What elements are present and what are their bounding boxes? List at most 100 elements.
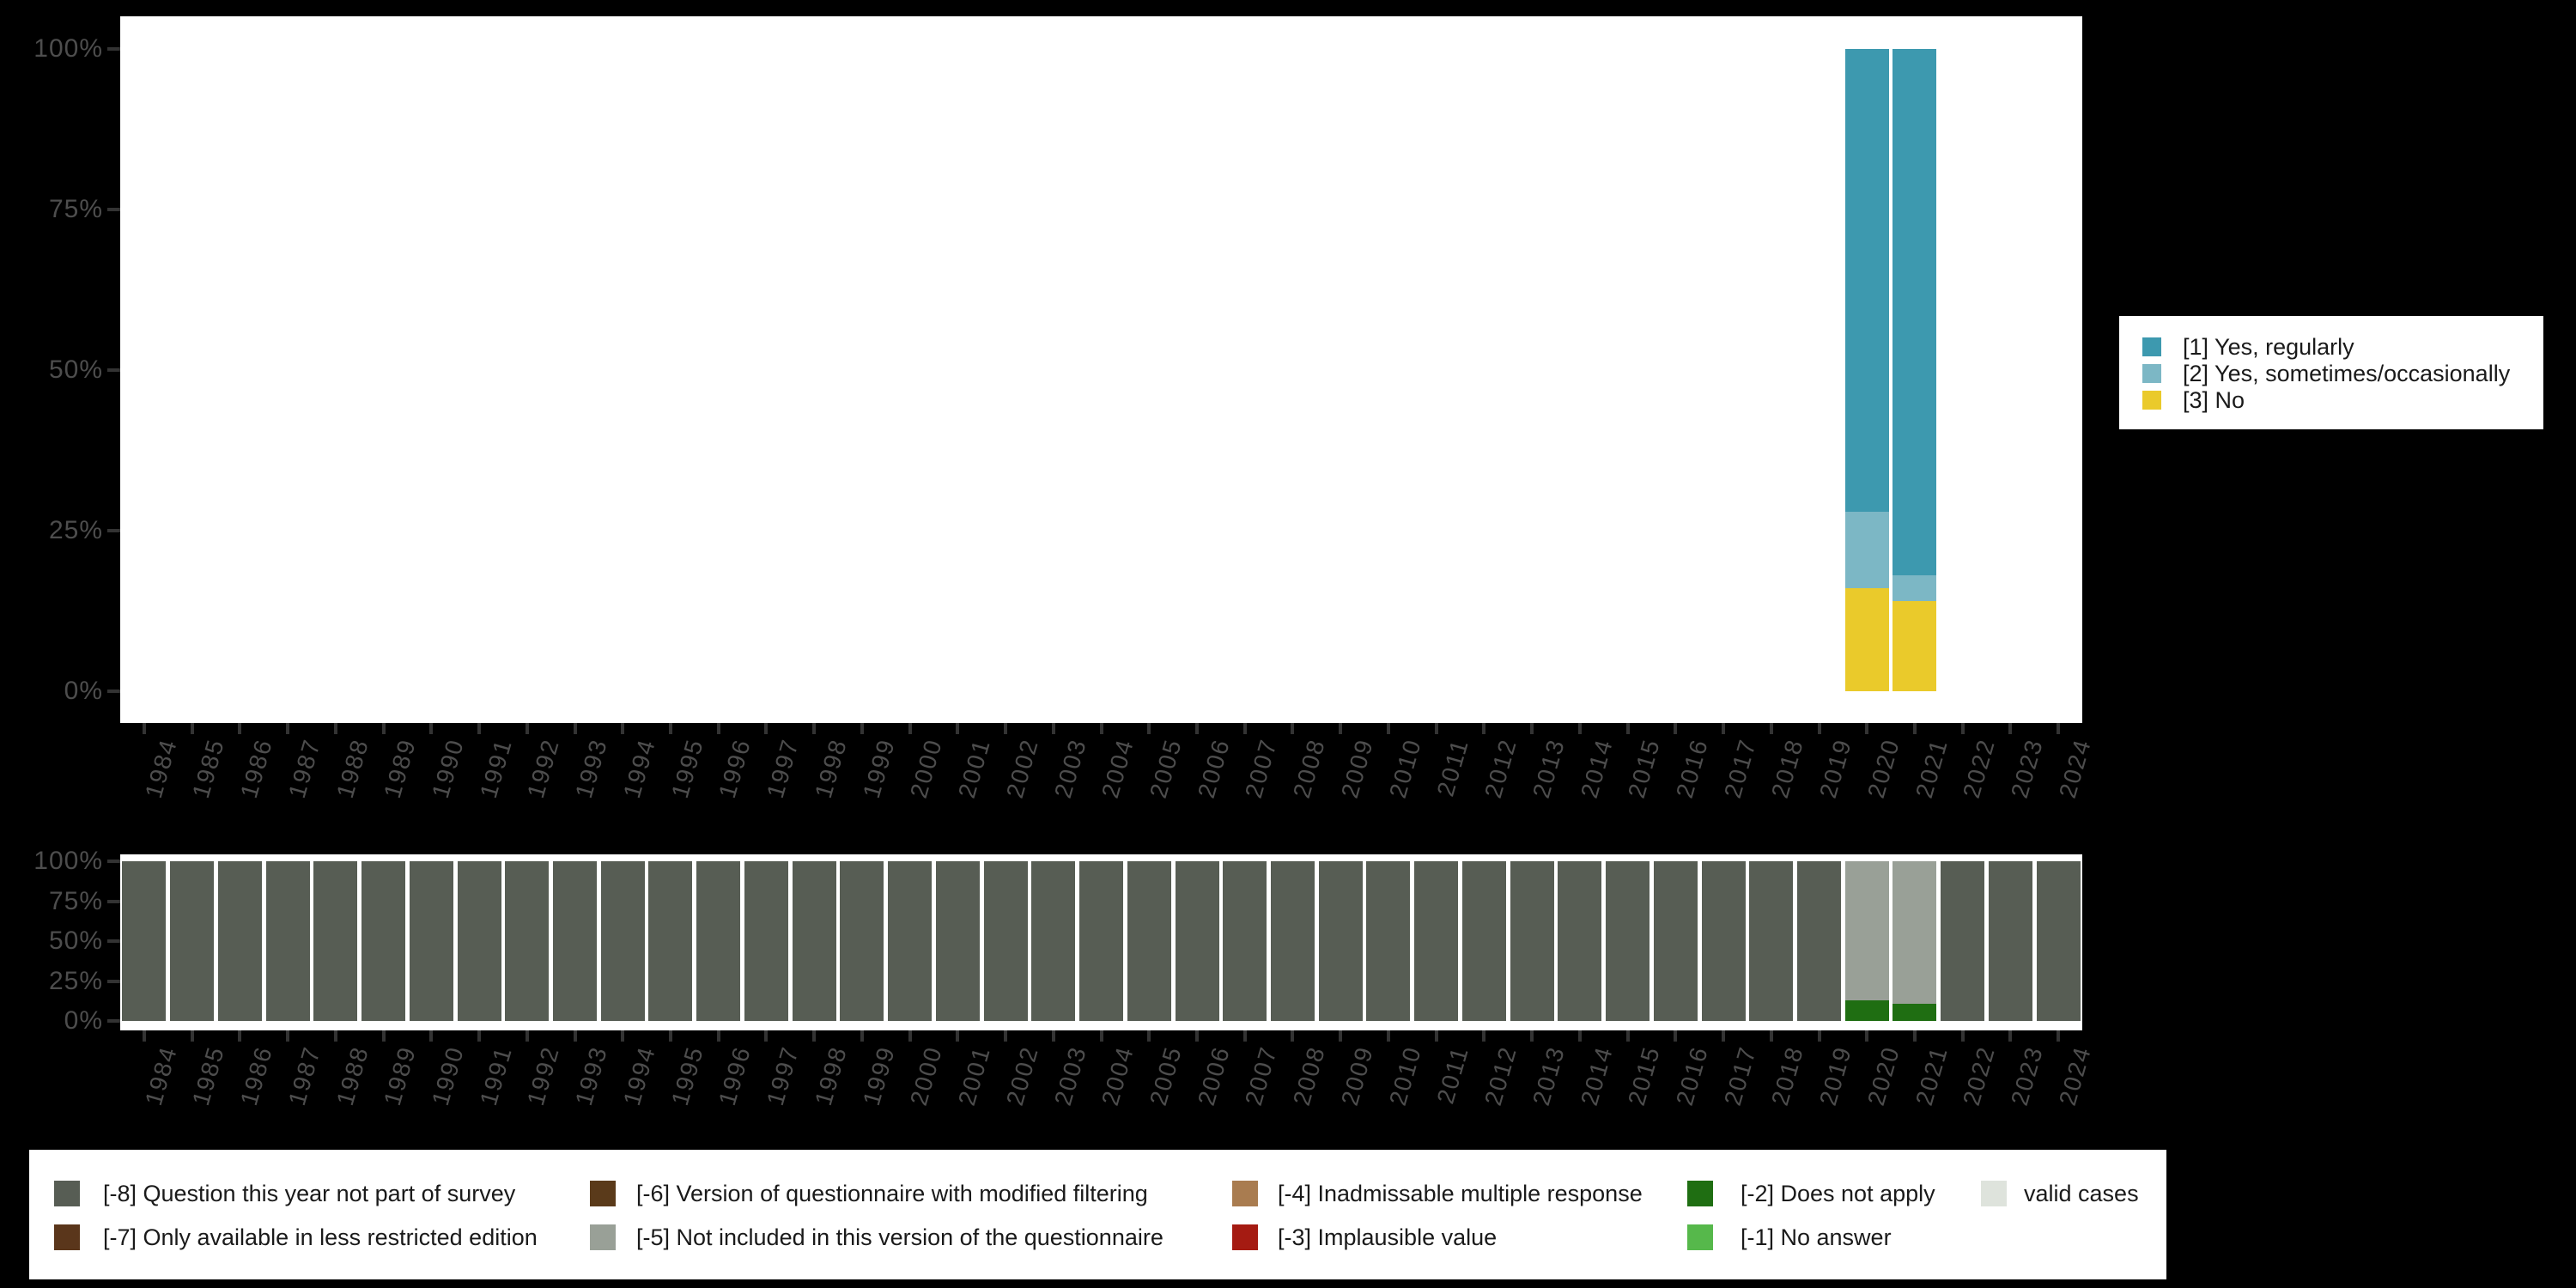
y-axis-label: 50% [48,355,103,384]
bar-1997 [744,861,788,1021]
x-axis-tick [1674,1030,1678,1042]
x-axis-tick [1530,1030,1534,1042]
x-axis-tick [190,723,194,734]
bar-2016 [1653,861,1698,1021]
bar-segment [983,861,1028,1021]
legend-label: [-2] Does not apply [1741,1181,1935,1206]
bar-segment [1461,861,1506,1021]
y-axis-tick [107,1019,120,1023]
missings-legend-box: [-8] Question this year not part of surv… [29,1150,2166,1279]
x-axis-label: 2003 [1048,1042,1091,1109]
x-axis-tick [1434,723,1438,734]
legend-swatch [590,1224,616,1250]
x-axis-tick [764,723,769,734]
x-axis-label: 2001 [952,735,996,801]
bar-segment [1653,861,1698,1021]
x-axis-tick [238,1030,242,1042]
x-axis-label: 1984 [139,1042,182,1109]
x-axis-tick [142,1030,146,1042]
x-axis-tick [1291,1030,1295,1042]
bar-segment [840,861,884,1021]
bar-2010 [1366,861,1411,1021]
values-legend-box: [1] Yes, regularly [2] Yes, sometimes/occ… [2119,316,2543,429]
bar-segment [1223,861,1267,1021]
legend-label: valid cases [2024,1181,2139,1206]
x-axis-label: 2004 [1097,735,1139,801]
legend-swatch [2142,337,2161,356]
x-axis-tick [238,723,242,734]
x-axis-label: 2011 [1431,735,1474,799]
x-axis-label: 2024 [2053,1042,2096,1109]
y-axis-label: 25% [48,516,103,544]
x-axis-tick [286,723,290,734]
x-axis-tick [429,1030,434,1042]
x-axis-tick [1434,1030,1438,1042]
x-axis-tick [1099,1030,1103,1042]
bar-segment [1701,861,1746,1021]
bar-segment [1844,861,1889,1000]
x-axis-label: 1984 [139,735,182,801]
bar-segment [1893,575,1937,602]
x-axis-label: 2019 [1814,735,1857,801]
legend-label: [-5] Not included in this version of the… [636,1224,1163,1250]
bar-segment [553,861,597,1021]
x-axis-tick [1769,1030,1773,1042]
legend-label: [-8] Question this year not part of surv… [103,1181,516,1206]
x-axis-label: 1987 [283,735,325,801]
y-axis-label: 0% [64,1006,103,1035]
x-axis-tick [1960,1030,1965,1042]
x-axis-label: 2006 [1192,735,1235,801]
x-axis-tick [1625,723,1630,734]
y-axis-label: 100% [33,847,103,875]
x-axis-tick [573,723,577,734]
bar-segment [1175,861,1219,1021]
bar-2007 [1223,861,1267,1021]
bar-2023 [1988,861,2032,1021]
bar-segment [1988,861,2032,1021]
x-axis-label: 2021 [1910,735,1953,801]
legend-swatch [2142,391,2161,410]
x-axis-label: 1989 [379,1042,422,1109]
x-axis-label: 1991 [474,735,517,801]
bar-2021 [1893,861,1937,1021]
x-axis-tick [333,723,337,734]
x-axis-label: 1993 [570,735,613,801]
x-axis-label: 2013 [1527,1042,1570,1109]
x-axis-label: 1988 [331,735,374,801]
bar-segment [313,861,358,1021]
bar-2004 [1079,861,1123,1021]
bar-1986 [217,861,262,1021]
x-axis-tick [764,1030,769,1042]
x-axis-label: 2021 [1910,1042,1953,1109]
x-axis-label: 1999 [857,735,900,801]
x-axis-label: 1985 [187,735,230,801]
bar-segment [1941,861,1985,1021]
y-axis-label: 75% [48,195,103,223]
bar-1987 [265,861,310,1021]
x-axis-tick [716,1030,720,1042]
x-axis-tick [1817,1030,1821,1042]
x-axis-label: 1992 [522,735,565,801]
legend-swatch [1981,1181,2007,1206]
bar-1984 [122,861,167,1021]
x-axis-tick [477,1030,481,1042]
x-axis-label: 2010 [1383,1042,1426,1109]
legend-label: [-4] Inadmissable multiple response [1278,1181,1643,1206]
x-axis-tick [1051,723,1055,734]
legend-label: [-3] Implausible value [1278,1224,1498,1250]
x-axis-label: 1986 [234,1042,278,1109]
bar-segment [265,861,310,1021]
x-axis-tick [381,1030,386,1042]
x-axis-label: 2005 [1144,735,1188,801]
x-axis-label: 2010 [1383,735,1426,801]
x-axis-tick [1147,723,1151,734]
y-axis-label: 75% [48,886,103,915]
bar-1993 [553,861,597,1021]
bar-2024 [2036,861,2081,1021]
x-axis-tick [1242,1030,1247,1042]
legend-swatch [54,1181,80,1206]
bar-2013 [1510,861,1554,1021]
y-axis-tick [107,860,120,863]
x-axis-tick [573,1030,577,1042]
